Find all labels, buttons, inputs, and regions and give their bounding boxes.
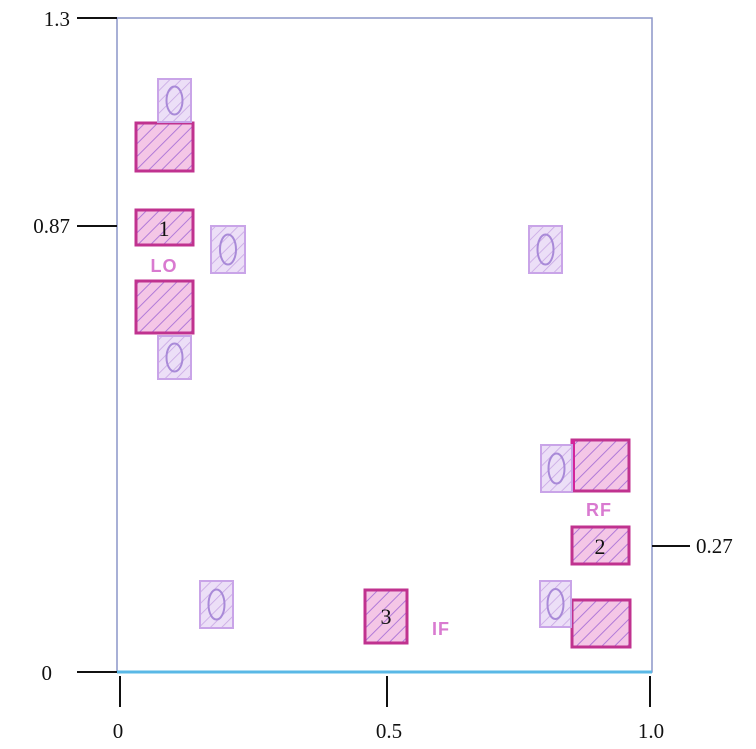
y-tick-label: 1.3 <box>44 7 70 31</box>
x-tick-label: 0.5 <box>376 719 402 743</box>
via <box>528 225 563 274</box>
right-tick: 0.27 <box>652 534 733 558</box>
port-number-1: 1 <box>159 216 170 241</box>
port-number-3: 3 <box>381 604 392 629</box>
via <box>199 580 234 629</box>
x-tick-label: 1.0 <box>638 719 664 743</box>
port-label-if: IF <box>432 619 450 639</box>
port-label-lo: LO <box>151 256 178 276</box>
right-tick-label: 0.27 <box>696 534 733 558</box>
chip-outline <box>116 17 653 673</box>
pad <box>570 598 632 649</box>
pads <box>134 121 632 649</box>
pad-port-2 <box>570 525 631 566</box>
pad-port-3 <box>363 588 409 645</box>
vias <box>157 78 573 629</box>
pad <box>134 121 195 173</box>
via <box>210 225 246 274</box>
port-label-rf: RF <box>586 500 612 520</box>
via <box>540 444 573 493</box>
x-axis: 0 0.5 1.0 <box>113 676 664 743</box>
y-tick-label: 0 <box>42 661 53 685</box>
via <box>539 580 572 628</box>
via <box>157 335 192 380</box>
y-axis: 1.3 0.87 0 <box>33 7 117 685</box>
port-number-2: 2 <box>595 534 606 559</box>
y-tick-label: 0.87 <box>33 214 70 238</box>
via <box>157 78 192 123</box>
pad-port-1 <box>134 208 195 247</box>
pad <box>134 279 195 335</box>
x-tick-label: 0 <box>113 719 124 743</box>
pad <box>570 438 631 493</box>
